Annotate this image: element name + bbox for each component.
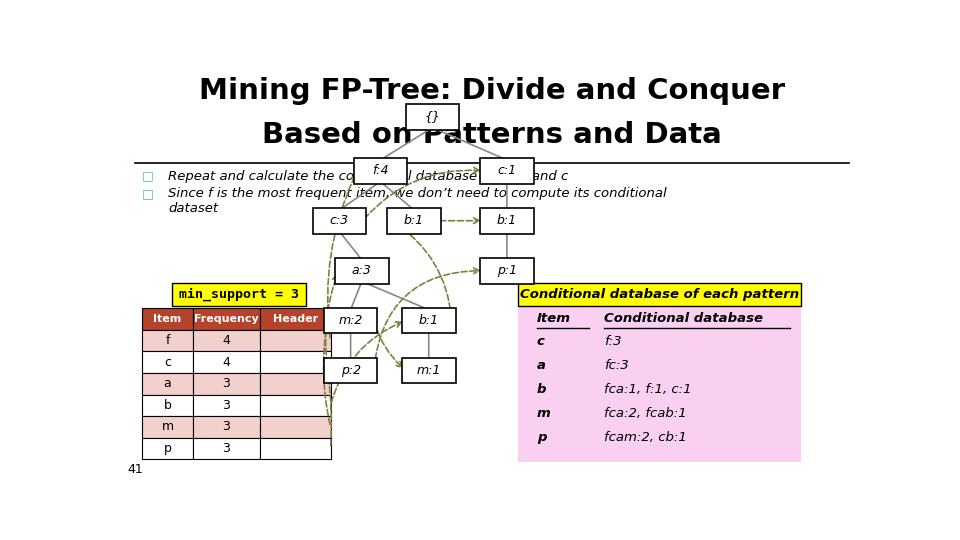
Text: 4: 4 (223, 334, 230, 347)
Text: f:4: f:4 (372, 164, 389, 177)
Text: c:1: c:1 (497, 164, 516, 177)
Text: fcam:2, cb:1: fcam:2, cb:1 (604, 431, 686, 444)
FancyBboxPatch shape (142, 395, 193, 416)
Text: c: c (537, 335, 544, 348)
FancyBboxPatch shape (172, 283, 306, 306)
Text: m:2: m:2 (339, 314, 363, 327)
Text: p: p (163, 442, 172, 455)
FancyBboxPatch shape (142, 438, 193, 460)
Text: 3: 3 (223, 399, 230, 412)
Text: Repeat and calculate the conditional database of b, a, and c: Repeat and calculate the conditional dat… (168, 170, 568, 183)
Text: b:1: b:1 (497, 214, 516, 227)
Text: a: a (537, 359, 545, 372)
Text: m: m (537, 407, 550, 420)
Text: c:3: c:3 (330, 214, 349, 227)
Text: Frequency: Frequency (194, 314, 259, 324)
Text: Mining FP-Tree: Divide and Conquer: Mining FP-Tree: Divide and Conquer (199, 77, 785, 105)
Text: Header: Header (273, 314, 318, 324)
FancyBboxPatch shape (142, 373, 193, 395)
FancyBboxPatch shape (142, 416, 193, 438)
FancyBboxPatch shape (518, 306, 801, 462)
Text: a:3: a:3 (352, 264, 372, 277)
Text: f: f (165, 334, 170, 347)
FancyBboxPatch shape (406, 104, 459, 130)
Text: 3: 3 (223, 442, 230, 455)
Text: p:1: p:1 (497, 264, 516, 277)
Text: p: p (537, 431, 546, 444)
Text: b: b (163, 399, 172, 412)
FancyBboxPatch shape (193, 416, 260, 438)
Text: m: m (161, 421, 174, 434)
FancyBboxPatch shape (260, 395, 330, 416)
FancyBboxPatch shape (353, 158, 407, 184)
Text: 3: 3 (223, 377, 230, 390)
Text: a: a (164, 377, 172, 390)
Text: Item: Item (537, 312, 570, 325)
Text: 41: 41 (128, 463, 143, 476)
Text: Item: Item (154, 314, 181, 324)
Text: Conditional database: Conditional database (604, 312, 762, 325)
FancyBboxPatch shape (335, 258, 389, 284)
Text: fc:3: fc:3 (604, 359, 629, 372)
Text: Since f is the most frequent item, we don’t need to compute its conditional
data: Since f is the most frequent item, we do… (168, 187, 667, 215)
FancyBboxPatch shape (402, 357, 456, 383)
FancyBboxPatch shape (324, 357, 377, 383)
Text: □: □ (142, 187, 154, 200)
Text: b:1: b:1 (404, 214, 424, 227)
FancyBboxPatch shape (193, 373, 260, 395)
Text: b: b (537, 383, 546, 396)
Text: 4: 4 (223, 356, 230, 369)
Text: f:3: f:3 (604, 335, 621, 348)
FancyBboxPatch shape (480, 158, 534, 184)
Text: {}: {} (424, 110, 441, 123)
FancyBboxPatch shape (313, 208, 367, 234)
FancyBboxPatch shape (387, 208, 441, 234)
FancyBboxPatch shape (480, 208, 534, 234)
FancyBboxPatch shape (324, 308, 377, 333)
Text: c: c (164, 356, 171, 369)
Text: m:1: m:1 (417, 364, 441, 377)
FancyBboxPatch shape (193, 352, 260, 373)
Text: □: □ (142, 170, 154, 183)
FancyBboxPatch shape (260, 308, 330, 329)
FancyBboxPatch shape (260, 352, 330, 373)
Text: b:1: b:1 (419, 314, 439, 327)
FancyBboxPatch shape (193, 329, 260, 352)
Text: Conditional database of each pattern: Conditional database of each pattern (519, 288, 799, 301)
Text: 3: 3 (223, 421, 230, 434)
Text: Based on Patterns and Data: Based on Patterns and Data (262, 121, 722, 149)
Text: p:2: p:2 (341, 364, 361, 377)
Text: fca:2, fcab:1: fca:2, fcab:1 (604, 407, 686, 420)
FancyBboxPatch shape (193, 438, 260, 460)
FancyBboxPatch shape (260, 438, 330, 460)
Text: min_support = 3: min_support = 3 (180, 288, 300, 301)
FancyBboxPatch shape (193, 308, 260, 329)
FancyBboxPatch shape (402, 308, 456, 333)
FancyBboxPatch shape (142, 308, 193, 329)
FancyBboxPatch shape (480, 258, 534, 284)
FancyBboxPatch shape (518, 283, 801, 306)
Text: fca:1, f:1, c:1: fca:1, f:1, c:1 (604, 383, 691, 396)
FancyBboxPatch shape (193, 395, 260, 416)
FancyBboxPatch shape (260, 373, 330, 395)
FancyBboxPatch shape (142, 329, 193, 352)
FancyBboxPatch shape (260, 329, 330, 352)
FancyBboxPatch shape (260, 416, 330, 438)
FancyBboxPatch shape (142, 352, 193, 373)
